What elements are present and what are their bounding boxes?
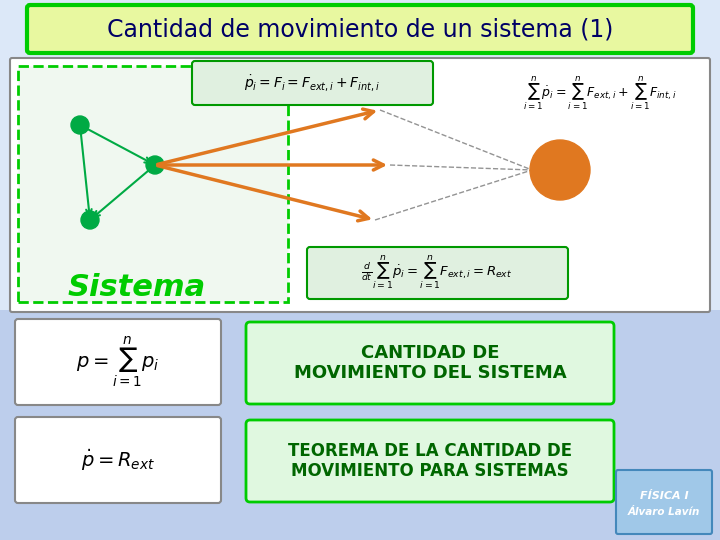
Text: $\dot{p}_i = F_i = F_{ext,i} + F_{int,i}$: $\dot{p}_i = F_i = F_{ext,i} + F_{int,i}…	[244, 73, 380, 93]
FancyBboxPatch shape	[27, 5, 693, 53]
Text: $\dot{p} = R_{ext}$: $\dot{p} = R_{ext}$	[81, 447, 155, 473]
Circle shape	[530, 140, 590, 200]
FancyBboxPatch shape	[10, 58, 710, 312]
FancyBboxPatch shape	[307, 247, 568, 299]
FancyBboxPatch shape	[246, 420, 614, 502]
Text: $\sum_{i=1}^{n}\dot{p}_i = \sum_{i=1}^{n}F_{ext,i} + \sum_{i=1}^{n}F_{int,i}$: $\sum_{i=1}^{n}\dot{p}_i = \sum_{i=1}^{n…	[523, 74, 677, 112]
FancyBboxPatch shape	[0, 310, 720, 540]
Text: Sistema: Sistema	[68, 273, 206, 302]
Text: CANTIDAD DE
MOVIMIENTO DEL SISTEMA: CANTIDAD DE MOVIMIENTO DEL SISTEMA	[294, 343, 567, 382]
FancyBboxPatch shape	[246, 322, 614, 404]
Circle shape	[146, 156, 164, 174]
Text: Álvaro Lavín: Álvaro Lavín	[628, 507, 700, 517]
Circle shape	[71, 116, 89, 134]
Text: $p = \sum_{i=1}^{n}p_i$: $p = \sum_{i=1}^{n}p_i$	[76, 334, 160, 389]
FancyBboxPatch shape	[15, 319, 221, 405]
Text: FÍSICA I: FÍSICA I	[639, 491, 688, 501]
FancyBboxPatch shape	[15, 417, 221, 503]
FancyBboxPatch shape	[18, 66, 288, 302]
Text: $\frac{d}{dt}\sum_{i=1}^{n}\dot{p}_i = \sum_{i=1}^{n}F_{ext,i} = R_{ext}$: $\frac{d}{dt}\sum_{i=1}^{n}\dot{p}_i = \…	[361, 254, 513, 292]
FancyBboxPatch shape	[616, 470, 712, 534]
Text: Cantidad de movimiento de un sistema (1): Cantidad de movimiento de un sistema (1)	[107, 17, 613, 41]
FancyBboxPatch shape	[192, 61, 433, 105]
Circle shape	[81, 211, 99, 229]
Text: TEOREMA DE LA CANTIDAD DE
MOVIMIENTO PARA SISTEMAS: TEOREMA DE LA CANTIDAD DE MOVIMIENTO PAR…	[288, 442, 572, 481]
